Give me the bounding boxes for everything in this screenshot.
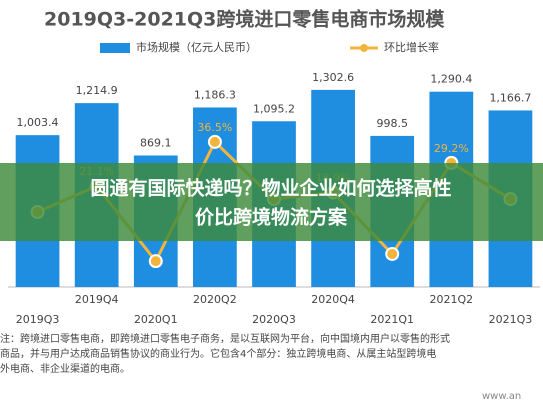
x-tick-label: 2020Q1: [134, 313, 178, 326]
legend-label: 市场规模（亿元人民币）: [136, 40, 257, 54]
watermark: www.an: [482, 391, 521, 402]
data-label: 1,186.3: [194, 88, 236, 101]
footnote: 注：跨境进口零售电商，即跨境进口零售电子商务，是以互联网为平台，向中国境内用户以…: [0, 332, 450, 345]
chart-title: 2019Q3-2021Q3跨境进口零售电商市场规模: [44, 8, 445, 31]
data-label: 29.2%: [434, 142, 469, 155]
legend-label: 环比增长率: [384, 40, 439, 54]
data-label: 1,302.6: [312, 71, 354, 84]
x-tick-label: 2019Q3: [16, 313, 60, 326]
data-label: 869.1: [140, 136, 172, 149]
x-tick-label: 2020Q4: [311, 293, 355, 306]
data-label: 1,290.4: [430, 73, 472, 86]
data-label: 1,095.2: [253, 102, 295, 115]
x-tick-label: 2020Q2: [193, 293, 237, 306]
data-label: 1,214.9: [76, 84, 118, 97]
x-tick-label: 2021Q1: [370, 313, 414, 326]
overlay-headline: 圆通有国际快递吗？物业企业如何选择高性: [90, 177, 451, 200]
x-tick-label: 2021Q3: [489, 313, 533, 326]
data-label: 1,166.7: [489, 91, 531, 104]
line-point: [207, 134, 222, 149]
data-label: 36.5%: [197, 121, 232, 134]
overlay-headline: 价比跨境物流方案: [195, 206, 348, 229]
line-point: [385, 246, 400, 261]
footnote: 商品，并与用户达成商品销售协议的商业行为。它包含4个部分：独立跨境电商、从属主站…: [0, 347, 436, 360]
x-tick-label: 2019Q4: [75, 293, 119, 306]
overlay-banner: [0, 163, 543, 241]
data-label: 998.5: [376, 117, 408, 130]
legend-swatch: [100, 43, 130, 53]
data-label: 1,003.4: [17, 116, 59, 129]
x-tick-label: 2020Q3: [252, 313, 296, 326]
line-point: [148, 254, 163, 269]
x-tick-label: 2021Q2: [430, 293, 474, 306]
legend-swatch: [360, 44, 368, 52]
footnote: 外电商、非企业渠道的电商。: [0, 362, 130, 375]
